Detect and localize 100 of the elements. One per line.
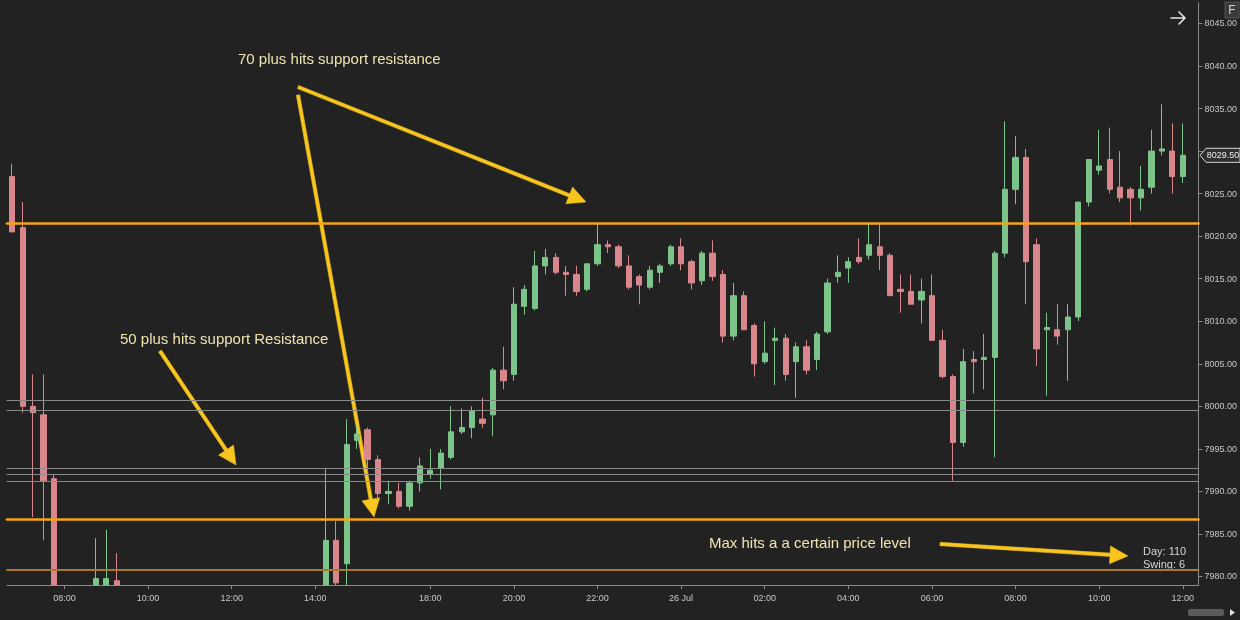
candlestick [678, 237, 684, 271]
candlestick [626, 254, 632, 290]
y-tick-label: 8045.00 [1204, 18, 1238, 29]
candlestick [93, 537, 99, 586]
candlestick [939, 329, 946, 380]
y-tick-label: 8025.00 [1204, 188, 1238, 199]
y-tick-label: 8015.00 [1204, 273, 1238, 284]
candlestick [385, 480, 392, 505]
candlestick [459, 407, 465, 435]
candlestick [1096, 129, 1102, 175]
candlestick [668, 244, 674, 267]
candlestick [563, 265, 569, 297]
candlestick [9, 163, 15, 233]
candlestick [344, 418, 350, 586]
candlestick [1117, 150, 1123, 203]
candlestick [605, 239, 611, 254]
candlestick [814, 331, 820, 371]
candlestick [1127, 186, 1134, 226]
candlestick [364, 427, 371, 471]
candlestick [918, 278, 925, 324]
y-tick-label: 7985.00 [1204, 528, 1238, 539]
candlestick [30, 373, 36, 518]
candlestick [500, 346, 507, 390]
y-tick-label: 8000.00 [1204, 401, 1238, 412]
candlestick [657, 263, 663, 284]
x-tick-label: 12:00 [220, 592, 243, 603]
y-tick-label: 8040.00 [1204, 60, 1238, 71]
candlestick [835, 254, 841, 284]
y-tick-label: 7980.00 [1204, 571, 1238, 582]
candlestick [866, 222, 872, 261]
candlestick [960, 348, 966, 448]
candlestick [1012, 135, 1019, 205]
candlestick [1075, 201, 1081, 322]
candlestick [584, 263, 590, 292]
y-tick-label: 8035.00 [1204, 103, 1238, 114]
candlestick [751, 322, 757, 378]
x-tick-label: 06:00 [920, 592, 944, 603]
candlestick [479, 397, 486, 429]
candlestick [783, 333, 789, 382]
candlestick [615, 244, 622, 269]
candlestick [40, 373, 47, 541]
candlestick [469, 405, 475, 439]
candlestick [396, 482, 402, 509]
candlestick [1065, 303, 1071, 382]
candlestick [1054, 303, 1060, 346]
candlestick [406, 480, 413, 512]
y-tick-label: 7995.00 [1204, 443, 1238, 454]
x-tick-label: 10:00 [1087, 592, 1111, 603]
x-tick-label: 18:00 [419, 592, 442, 603]
x-tick-label: 04:00 [837, 592, 860, 603]
text: F [1228, 3, 1236, 17]
candlestick [992, 250, 998, 458]
annotation: Day: 110 [1143, 545, 1187, 557]
candlestick [709, 239, 716, 282]
candlestick [636, 273, 642, 305]
candlestick [51, 473, 57, 586]
candlestick [730, 282, 737, 341]
candlestick [573, 265, 580, 297]
annotation: Max hits a a certain price level [709, 533, 911, 551]
candlestick [772, 327, 778, 386]
candlestick [908, 273, 914, 305]
text: 8029.50 [1206, 150, 1240, 161]
candlestick [542, 248, 548, 275]
candlestick [981, 333, 987, 390]
candlestick [1169, 122, 1175, 195]
candlestick [427, 448, 433, 480]
x-tick-label: 08:00 [53, 592, 76, 603]
candlestick [553, 252, 559, 275]
x-tick-label: 22:00 [586, 592, 609, 603]
candlestick [971, 350, 977, 395]
annotation: 50 plus hits support Resistance [120, 329, 329, 347]
candlestick [521, 284, 527, 316]
candlestick [594, 222, 601, 267]
candlestick [1002, 120, 1008, 258]
candlestick [490, 367, 496, 437]
candlestick [887, 252, 893, 297]
candlestick [323, 467, 329, 586]
candlestick [114, 552, 120, 586]
candlestick [688, 259, 695, 290]
x-tick-label: 26 Jul [669, 592, 694, 603]
candlestick [532, 250, 538, 312]
y-tick-label: 8010.00 [1204, 316, 1238, 327]
candlestick [803, 339, 810, 375]
candlestick [856, 237, 862, 265]
candlestick [333, 520, 339, 584]
x-tick-label: 14:00 [304, 592, 327, 603]
annotation: Swing: 6 [1143, 558, 1186, 570]
y-tick-label: 8005.00 [1204, 358, 1238, 369]
candlestick [897, 273, 904, 314]
x-tick-label: 08:00 [1004, 592, 1027, 603]
candlestick [1138, 165, 1144, 212]
candlestick [845, 256, 851, 284]
annotation: 70 plus hits support resistance [238, 49, 441, 67]
candlestick [793, 342, 799, 399]
candlestick [1159, 103, 1165, 156]
y-tick-label: 7990.00 [1204, 486, 1238, 497]
candlestick [877, 222, 883, 271]
candlestick [20, 201, 26, 414]
candlestick [824, 278, 831, 335]
candlestick [1033, 237, 1040, 367]
